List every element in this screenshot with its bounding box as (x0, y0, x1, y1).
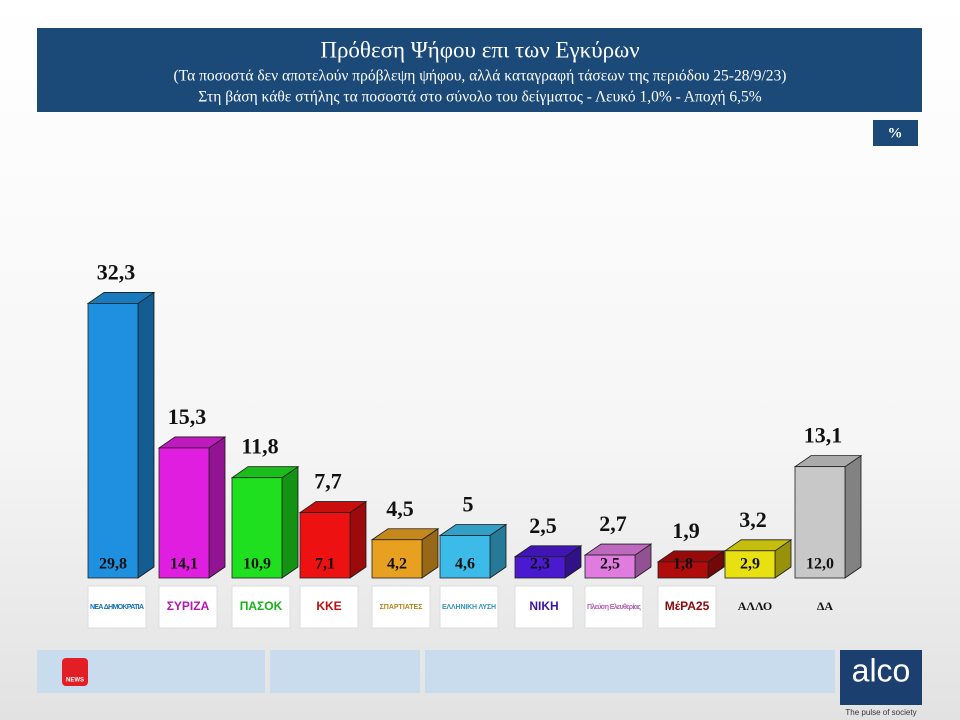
value-label: 13,1 (804, 423, 843, 448)
category-label: ΜέΡΑ25 (665, 599, 710, 613)
category-label: ΠΑΣΟΚ (240, 599, 283, 613)
party-logo (584, 585, 644, 629)
party-logo (439, 585, 499, 629)
total-label: 12,0 (806, 556, 834, 573)
category-label: ΝΙΚΗ (529, 599, 558, 613)
bar (371, 539, 423, 579)
bar (439, 535, 491, 579)
party-logo (514, 585, 574, 629)
bar (724, 550, 776, 579)
tagline: The pulse of society (845, 708, 916, 717)
total-label: 4,6 (455, 556, 475, 573)
unit: % (888, 125, 903, 141)
bar (584, 554, 636, 579)
total-label: 2,3 (530, 556, 550, 573)
news-label: NEWS (66, 678, 84, 684)
category-label: ΔΑ (817, 599, 834, 613)
category-label: Πλεύση Ελευθερίας (587, 603, 641, 611)
brand: alco (852, 652, 911, 688)
bar (514, 556, 566, 579)
value-label: 1,9 (672, 518, 700, 543)
total-label: 7,1 (315, 556, 335, 573)
bar (158, 447, 210, 579)
brand-box (840, 650, 922, 705)
total-label: 2,9 (740, 556, 760, 573)
bar-side (281, 465, 299, 579)
total-label: 1,8 (673, 556, 693, 573)
total-label: 2,5 (600, 556, 620, 573)
value-label: 2,5 (529, 513, 557, 538)
title: Πρόθεση Ψήφου επι των Εγκύρων (320, 37, 639, 62)
bar (794, 466, 846, 579)
bar (657, 561, 709, 579)
bars: 32,3 29,8 ΝΕΑ ΔΗΜΟΚΡΑΤΙΑ 15,3 14,1 ΣΥΡΙΖΑ 11,8… (86, 259, 863, 629)
total-label: 4,2 (387, 556, 407, 573)
party-logo (371, 585, 431, 629)
value-label: 32,3 (97, 259, 136, 284)
category-label: ΚΚΕ (316, 599, 341, 613)
category-label: ΣΥΡΙΖΑ (167, 599, 210, 613)
total-label: 10,9 (243, 556, 271, 573)
party-logo (657, 585, 717, 629)
footer-band (425, 650, 835, 693)
category-label: ΕΛΛΗΝΙΚΗ ΛΥΣΗ (442, 604, 496, 611)
note: Στη βάση κάθε στήλης τα ποσοστά στο σύνο… (198, 89, 762, 106)
category-label: ΑΛΛΟ (738, 599, 773, 613)
bar-side (349, 500, 367, 579)
party-logo (299, 585, 359, 629)
category-label: ΣΠΑΡΤΙΑΤΕΣ (380, 604, 423, 611)
bar (299, 512, 351, 579)
unit-badge (873, 120, 918, 146)
header-band (37, 28, 922, 112)
total-label: 29,8 (99, 556, 127, 573)
party-logo (87, 585, 147, 629)
bar-side (208, 436, 226, 579)
bar-side (844, 454, 862, 579)
news-logo (62, 658, 88, 686)
subtitle: (Τα ποσοστά δεν αποτελούν πρόβλεψη ψήφου… (174, 68, 787, 85)
bar (231, 477, 283, 579)
total-label: 14,1 (170, 556, 198, 573)
value-label: 7,7 (314, 469, 342, 494)
value-label: 15,3 (168, 404, 207, 429)
bar-side (137, 291, 155, 579)
party-logo (158, 585, 218, 629)
value-label: 2,7 (599, 511, 627, 536)
value-label: 5 (463, 492, 474, 517)
footer-band (270, 650, 420, 693)
value-label: 3,2 (739, 507, 767, 532)
category-label: ΝΕΑ ΔΗΜΟΚΡΑΤΙΑ (90, 604, 144, 611)
value-label: 11,8 (241, 434, 278, 459)
party-logo (231, 585, 291, 629)
value-label: 4,5 (386, 496, 414, 521)
bar (87, 303, 139, 579)
